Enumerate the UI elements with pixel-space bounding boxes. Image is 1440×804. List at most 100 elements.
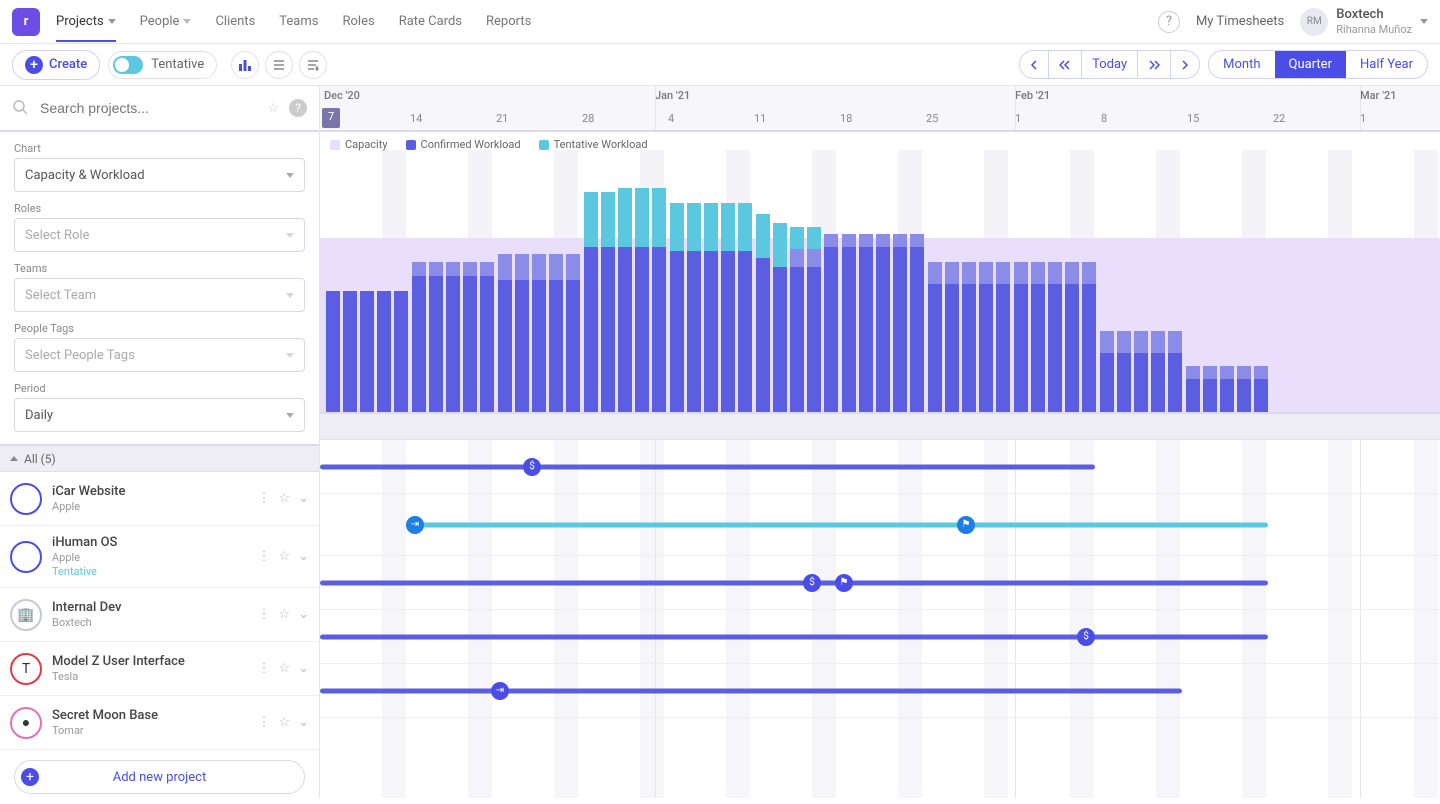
- range-quarter[interactable]: Quarter: [1275, 51, 1346, 78]
- today-button[interactable]: Today: [1082, 51, 1138, 78]
- star-icon[interactable]: ☆: [278, 491, 290, 506]
- tags-filter-select[interactable]: Select People Tags: [14, 338, 305, 372]
- capacity-chart: CapacityConfirmed WorkloadTentative Work…: [320, 132, 1440, 414]
- all-projects-header[interactable]: All (5): [0, 446, 319, 472]
- prev-fast-button[interactable]: [1049, 51, 1082, 78]
- project-row[interactable]: 🏢Internal DevBoxtech⋮☆⌄: [0, 588, 319, 642]
- list-view-button[interactable]: [265, 51, 293, 79]
- chart-filter-label: Chart: [14, 142, 305, 155]
- timeline-track[interactable]: $⚑: [320, 556, 1440, 610]
- project-bar[interactable]: [320, 464, 1095, 469]
- range-group: MonthQuarterHalf Year: [1208, 50, 1428, 79]
- favorites-icon[interactable]: ☆: [267, 101, 279, 116]
- nav-item-people[interactable]: People: [140, 2, 192, 41]
- project-avatar-icon: ●: [10, 707, 42, 739]
- range-half-year[interactable]: Half Year: [1346, 51, 1427, 78]
- day-label: 28: [582, 112, 594, 125]
- next-button[interactable]: [1171, 51, 1199, 78]
- more-icon[interactable]: ⋮: [257, 715, 270, 730]
- nav-item-projects[interactable]: Projects: [56, 2, 116, 41]
- day-label: 25: [926, 112, 938, 125]
- range-month[interactable]: Month: [1209, 51, 1274, 78]
- day-label: 15: [1187, 112, 1199, 125]
- star-icon[interactable]: ☆: [278, 715, 290, 730]
- date-nav-group: Today: [1019, 50, 1200, 79]
- project-avatar-icon: 🏢: [10, 599, 42, 631]
- project-row[interactable]: ●Secret Moon BaseTomar⋮☆⌄: [0, 696, 319, 750]
- period-filter-select[interactable]: Daily: [14, 398, 305, 432]
- chart-view-button[interactable]: [231, 51, 259, 79]
- toolbar: + Create Tentative Today MonthQuarterHal…: [0, 44, 1440, 86]
- expand-icon[interactable]: ⌄: [298, 491, 309, 506]
- create-button[interactable]: + Create: [12, 50, 100, 80]
- collapse-icon: [10, 456, 18, 461]
- nav-item-rate-cards[interactable]: Rate Cards: [399, 2, 462, 41]
- tentative-toggle[interactable]: Tentative: [108, 51, 217, 79]
- milestone-marker[interactable]: ⇥: [406, 516, 424, 534]
- user-menu[interactable]: RM Boxtech Rihanna Muñoz: [1300, 7, 1428, 36]
- sort-button[interactable]: [299, 51, 327, 79]
- timeline-track[interactable]: $: [320, 610, 1440, 664]
- nav-item-reports[interactable]: Reports: [486, 2, 531, 41]
- chevron-down-icon: [286, 413, 294, 418]
- timeline-panel: Dec '20Jan '21Feb '21Mar '21 14212841118…: [320, 86, 1440, 798]
- project-list: iCar WebsiteApple⋮☆⌄iHuman OSAppleTentat…: [0, 472, 319, 750]
- more-icon[interactable]: ⋮: [257, 491, 270, 506]
- my-timesheets-link[interactable]: My Timesheets: [1196, 14, 1284, 29]
- teams-filter-label: Teams: [14, 262, 305, 275]
- nav-item-roles[interactable]: Roles: [342, 2, 374, 41]
- project-row[interactable]: iHuman OSAppleTentative⋮☆⌄: [0, 526, 319, 588]
- project-row[interactable]: TModel Z User InterfaceTesla⋮☆⌄: [0, 642, 319, 696]
- milestone-marker[interactable]: ⚑: [835, 574, 853, 592]
- timeline-header: Dec '20Jan '21Feb '21Mar '21 14212841118…: [320, 86, 1440, 132]
- add-project-label: Add new project: [113, 770, 207, 785]
- help-icon[interactable]: ?: [1158, 11, 1180, 33]
- chevron-down-icon: [1420, 19, 1428, 24]
- project-bar[interactable]: [415, 522, 1268, 527]
- user-name: Rihanna Muñoz: [1336, 23, 1412, 36]
- project-bar[interactable]: [320, 634, 1268, 639]
- expand-icon[interactable]: ⌄: [298, 549, 309, 564]
- next-fast-button[interactable]: [1138, 51, 1171, 78]
- more-icon[interactable]: ⋮: [257, 549, 270, 564]
- expand-icon[interactable]: ⌄: [298, 715, 309, 730]
- star-icon[interactable]: ☆: [278, 607, 290, 622]
- plus-icon: +: [25, 56, 43, 74]
- add-project-button[interactable]: + Add new project: [14, 760, 305, 794]
- current-day-marker: 7: [322, 108, 340, 128]
- milestone-marker[interactable]: $: [1077, 628, 1095, 646]
- chart-legend: CapacityConfirmed WorkloadTentative Work…: [330, 138, 648, 151]
- project-bar[interactable]: [320, 688, 1182, 693]
- milestone-marker[interactable]: ⇥: [491, 682, 509, 700]
- app-logo[interactable]: r: [12, 8, 40, 36]
- project-client: Apple: [52, 551, 247, 565]
- chevron-down-icon: [286, 233, 294, 238]
- chevron-down-icon: [108, 19, 116, 24]
- star-icon[interactable]: ☆: [278, 549, 290, 564]
- milestone-marker[interactable]: ⚑: [957, 516, 975, 534]
- nav-item-teams[interactable]: Teams: [279, 2, 318, 41]
- all-projects-header-timeline: [320, 414, 1440, 440]
- search-input[interactable]: [40, 100, 257, 116]
- help-search-icon[interactable]: ?: [289, 99, 307, 117]
- teams-filter-select[interactable]: Select Team: [14, 278, 305, 312]
- chart-filter-select[interactable]: Capacity & Workload: [14, 158, 305, 192]
- timeline-track[interactable]: ⇥⚑: [320, 494, 1440, 556]
- timeline-track[interactable]: ⇥: [320, 664, 1440, 718]
- prev-button[interactable]: [1020, 51, 1049, 78]
- star-icon[interactable]: ☆: [278, 661, 290, 676]
- nav-item-clients[interactable]: Clients: [215, 2, 255, 41]
- nav-items: Projects People Clients Teams Roles Rate Card…: [56, 2, 531, 41]
- milestone-marker[interactable]: $: [803, 574, 821, 592]
- project-row[interactable]: iCar WebsiteApple⋮☆⌄: [0, 472, 319, 526]
- expand-icon[interactable]: ⌄: [298, 607, 309, 622]
- more-icon[interactable]: ⋮: [257, 661, 270, 676]
- day-label: 4: [668, 112, 674, 125]
- expand-icon[interactable]: ⌄: [298, 661, 309, 676]
- day-label: 8: [1101, 112, 1107, 125]
- more-icon[interactable]: ⋮: [257, 607, 270, 622]
- project-bar[interactable]: [320, 580, 1268, 585]
- roles-filter-select[interactable]: Select Role: [14, 218, 305, 252]
- timeline-track[interactable]: $: [320, 440, 1440, 494]
- milestone-marker[interactable]: $: [523, 458, 541, 476]
